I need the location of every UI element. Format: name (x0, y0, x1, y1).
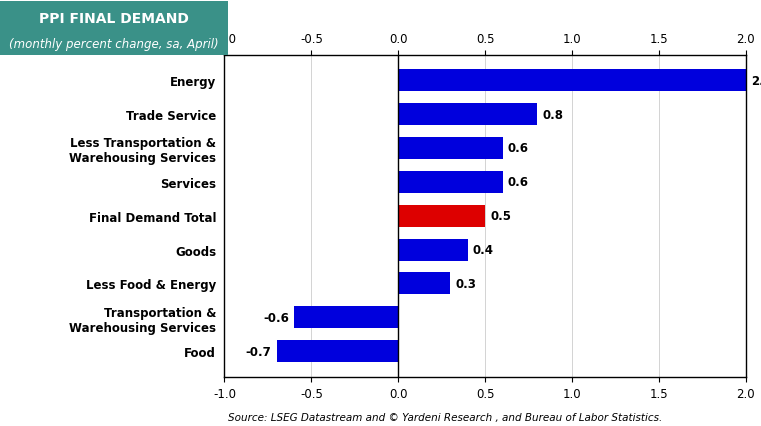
Bar (398, 70, 746, 92)
FancyBboxPatch shape (0, 2, 228, 56)
Bar (398, 239, 468, 261)
Bar (277, 340, 398, 363)
Text: 2.0: 2.0 (751, 75, 761, 87)
Bar (398, 205, 486, 227)
Text: (monthly percent change, sa, April): (monthly percent change, sa, April) (9, 37, 219, 51)
Text: 0.8: 0.8 (543, 108, 563, 121)
Bar (294, 307, 398, 328)
Text: -0.7: -0.7 (246, 345, 272, 358)
Text: -0.6: -0.6 (263, 311, 288, 324)
Text: Source: LSEG Datastream and © Yardeni Research , and Bureau of Labor Statistics.: Source: LSEG Datastream and © Yardeni Re… (228, 412, 663, 422)
Text: 0.3: 0.3 (456, 277, 476, 290)
Text: 0.4: 0.4 (473, 244, 494, 256)
Bar (398, 138, 502, 160)
Text: 0.6: 0.6 (508, 176, 529, 189)
Text: 0.6: 0.6 (508, 142, 529, 155)
Text: PPI FINAL DEMAND: PPI FINAL DEMAND (40, 12, 189, 26)
Text: 0.5: 0.5 (490, 210, 511, 223)
Bar (398, 273, 451, 295)
Bar (398, 171, 502, 193)
Bar (398, 104, 537, 126)
